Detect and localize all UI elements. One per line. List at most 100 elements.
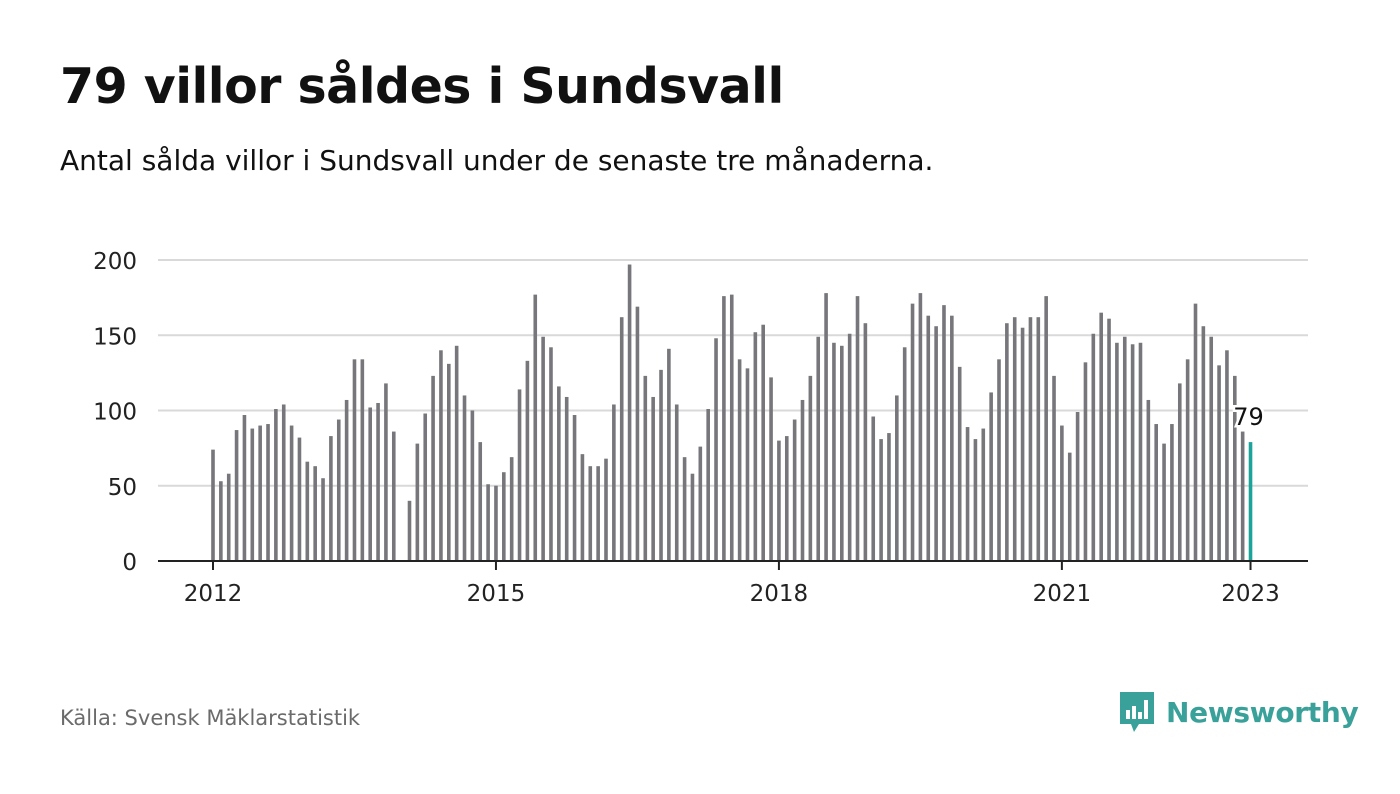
bar bbox=[910, 303, 915, 561]
bar bbox=[934, 326, 938, 561]
bar bbox=[769, 377, 773, 561]
bar bbox=[281, 404, 286, 561]
bar bbox=[706, 408, 710, 561]
x-tick-label: 2012 bbox=[184, 581, 243, 607]
bar bbox=[847, 333, 852, 561]
x-tick-label: 2018 bbox=[750, 581, 809, 607]
bar bbox=[384, 383, 388, 561]
bar bbox=[950, 315, 954, 561]
bar bbox=[816, 336, 821, 561]
bar bbox=[729, 294, 734, 561]
bar bbox=[376, 402, 380, 561]
bar bbox=[289, 425, 294, 561]
bar bbox=[1052, 375, 1056, 561]
chart-title: 79 villor såldes i Sundsvall bbox=[60, 58, 784, 115]
bar bbox=[572, 415, 577, 561]
bar bbox=[800, 399, 805, 561]
bar bbox=[329, 436, 333, 561]
bar bbox=[470, 410, 475, 561]
x-tick-label: 2023 bbox=[1221, 581, 1280, 607]
bar bbox=[525, 360, 530, 561]
bar bbox=[1170, 424, 1174, 561]
bar bbox=[415, 443, 420, 561]
bar bbox=[352, 359, 357, 561]
bar bbox=[211, 449, 215, 561]
bar bbox=[368, 407, 372, 561]
bar bbox=[1005, 323, 1009, 561]
bar bbox=[863, 323, 868, 561]
bar bbox=[226, 473, 231, 561]
bar bbox=[1138, 342, 1143, 561]
bar bbox=[478, 442, 483, 561]
bar bbox=[957, 366, 962, 561]
highlight-value-label: 79 bbox=[1233, 403, 1264, 431]
bar bbox=[423, 413, 428, 561]
highlight-bar bbox=[1248, 442, 1253, 561]
bar bbox=[360, 359, 365, 561]
x-tick-label: 2021 bbox=[1033, 581, 1092, 607]
bar bbox=[266, 424, 270, 561]
bar bbox=[431, 375, 435, 561]
bar bbox=[667, 348, 671, 561]
bar bbox=[297, 437, 302, 561]
bar bbox=[1209, 336, 1214, 561]
y-tick-label: 50 bbox=[108, 475, 137, 501]
bar bbox=[824, 293, 828, 561]
bar bbox=[541, 336, 545, 561]
y-tick-label: 100 bbox=[93, 400, 137, 426]
bar bbox=[305, 461, 310, 561]
bar bbox=[1075, 412, 1080, 561]
bar bbox=[612, 404, 616, 561]
bar bbox=[973, 439, 978, 561]
bar bbox=[1012, 317, 1017, 561]
bar bbox=[1201, 326, 1206, 561]
bar bbox=[1060, 425, 1064, 561]
bar bbox=[242, 415, 247, 561]
bar bbox=[918, 293, 923, 561]
bar bbox=[698, 446, 703, 561]
bar bbox=[784, 436, 789, 561]
bar bbox=[1099, 312, 1103, 561]
bar bbox=[722, 296, 726, 561]
bar bbox=[1185, 359, 1190, 561]
bar bbox=[219, 481, 223, 561]
bar bbox=[1107, 318, 1111, 561]
source-note: Källa: Svensk Mäklarstatistik bbox=[60, 706, 361, 730]
bar bbox=[454, 345, 459, 561]
bar bbox=[1162, 443, 1166, 561]
bar bbox=[391, 431, 396, 561]
bar bbox=[997, 359, 1001, 561]
bar bbox=[1240, 431, 1245, 561]
bar bbox=[1225, 350, 1229, 561]
bar bbox=[1067, 452, 1072, 561]
bar bbox=[627, 264, 632, 561]
bar bbox=[1044, 296, 1048, 561]
bar bbox=[604, 458, 608, 561]
bar bbox=[1122, 336, 1127, 561]
bar bbox=[321, 478, 325, 561]
bar bbox=[486, 484, 490, 561]
bar bbox=[635, 306, 640, 561]
bar bbox=[1233, 375, 1237, 561]
bar bbox=[895, 395, 899, 561]
bar bbox=[407, 500, 412, 561]
bar bbox=[336, 419, 341, 561]
bar bbox=[447, 363, 451, 561]
bar bbox=[871, 416, 876, 561]
bar bbox=[509, 457, 514, 561]
bar bbox=[926, 315, 931, 561]
bar bbox=[840, 345, 844, 561]
bar bbox=[674, 404, 679, 561]
brand-logo: Newsworthy bbox=[1118, 690, 1359, 734]
bar bbox=[714, 338, 718, 561]
x-tick-label: 2015 bbox=[467, 581, 526, 607]
bar bbox=[1193, 303, 1198, 561]
bar bbox=[274, 408, 278, 561]
bar bbox=[1036, 317, 1041, 561]
bar bbox=[792, 419, 797, 561]
bar bbox=[1028, 317, 1033, 561]
bar bbox=[494, 485, 498, 561]
bar bbox=[1130, 344, 1135, 561]
bar bbox=[502, 472, 506, 561]
bar bbox=[659, 369, 663, 561]
